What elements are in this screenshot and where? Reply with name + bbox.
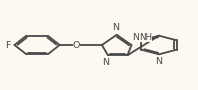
Text: O: O: [73, 40, 80, 50]
Text: N: N: [155, 57, 163, 66]
Text: N: N: [102, 58, 109, 67]
Text: NH: NH: [139, 33, 152, 42]
Text: N: N: [112, 23, 119, 32]
Text: N: N: [132, 33, 139, 42]
Text: F: F: [6, 40, 11, 50]
